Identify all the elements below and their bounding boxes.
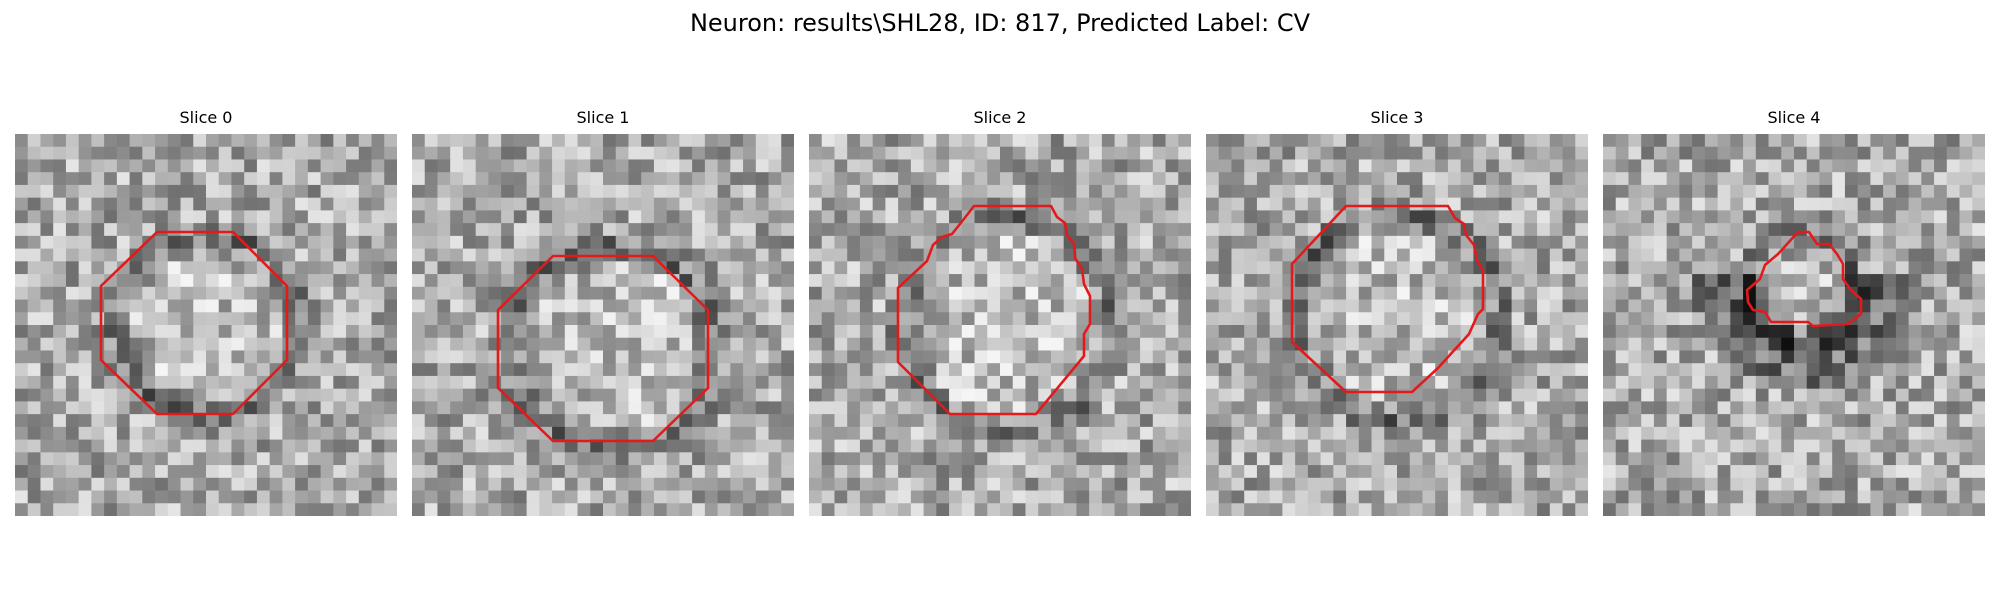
slice-image-3: [1206, 134, 1588, 516]
slice-title-0: Slice 0: [179, 108, 233, 127]
slice-image-0: [15, 134, 397, 516]
slice-image-2: [809, 134, 1191, 516]
slice-title-2: Slice 2: [973, 108, 1027, 127]
grayscale-pixels-0: [15, 134, 397, 516]
slice-panel-0: Slice 0: [15, 108, 397, 518]
slice-panel-1: Slice 1: [412, 108, 794, 518]
grayscale-pixels-2: [809, 134, 1191, 516]
grayscale-pixels-4: [1603, 134, 1985, 516]
slice-title-1: Slice 1: [576, 108, 630, 127]
contour-outline-0: [99, 230, 289, 416]
slice-panel-4: Slice 4: [1603, 108, 1985, 518]
slice-panel-2: Slice 2: [809, 108, 1191, 518]
slice-title-4: Slice 4: [1767, 108, 1821, 127]
grayscale-pixels-3: [1206, 134, 1588, 516]
slice-panel-3: Slice 3: [1206, 108, 1588, 518]
slice-image-4: [1603, 134, 1985, 516]
contour-outline-2: [896, 204, 1092, 416]
figure-title: Neuron: results\SHL28, ID: 817, Predicte…: [689, 9, 1311, 37]
slice-title-3: Slice 3: [1370, 108, 1424, 127]
contour-outline-3: [1290, 204, 1485, 394]
contour-outline-4: [1745, 230, 1863, 328]
grayscale-pixels-1: [412, 134, 794, 516]
contour-outline-1: [496, 254, 710, 443]
slice-image-1: [412, 134, 794, 516]
